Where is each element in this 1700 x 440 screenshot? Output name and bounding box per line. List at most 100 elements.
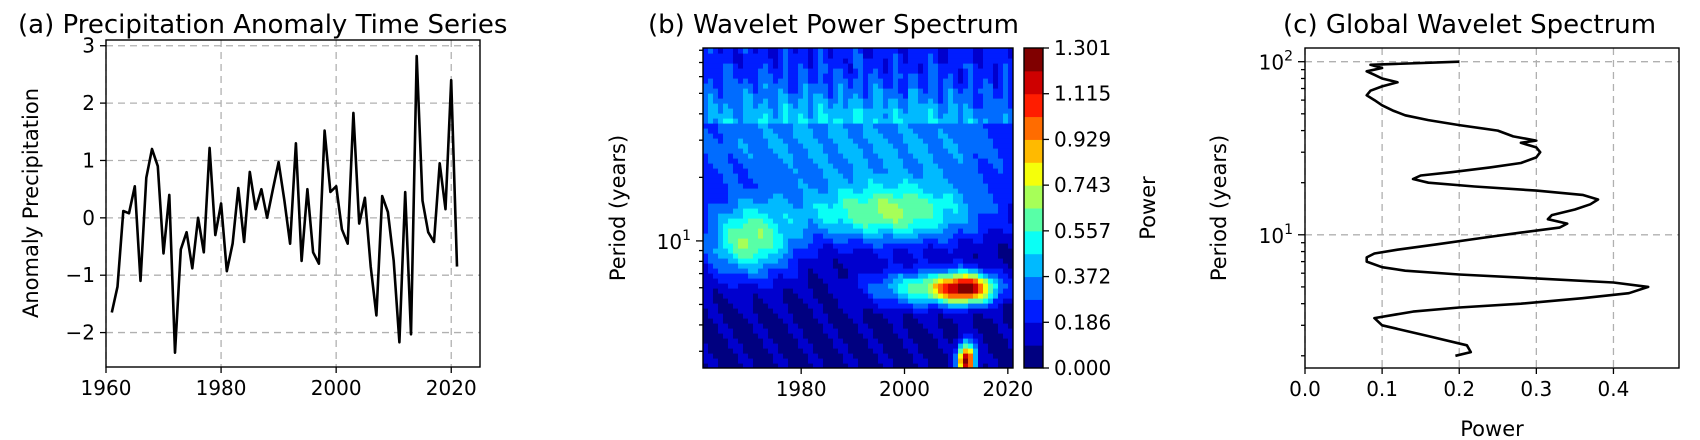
panel-b-heat-cell [1003,123,1009,129]
panel-b-heat-cell [718,273,724,279]
panel-b-heat-cell [968,303,974,309]
panel-b-heat-cell [778,203,784,209]
panel-b-heat-cell [778,83,784,89]
panel-b-heat-cell [763,263,769,269]
panel-b-heat-cell [788,88,794,94]
panel-b-heat-cell [958,313,964,319]
panel-b-heat-cell [868,228,874,234]
panel-b-heat-cell [863,133,869,139]
panel-b-heat-cell [743,193,749,199]
panel-b-heat-cell [743,128,749,134]
panel-b-heat-cell [768,63,774,69]
panel-b-heat-cell [883,148,889,154]
panel-b-heat-cell [833,78,839,84]
panel-b-heat-cell [858,63,864,69]
panel-b-heat-cell [878,338,884,344]
panel-b-heat-cell [908,303,914,309]
panel-b-heat-cell [998,223,1004,229]
panel-b-heat-cell [858,78,864,84]
panel-b-heat-cell [793,53,799,59]
panel-b-heat-cell [783,173,789,179]
panel-b-heat-cell [958,93,964,99]
panel-b-heat-cell [948,83,954,89]
panel-b-heat-cell [1003,263,1009,269]
panel-b-heat-cell [863,258,869,264]
panel-b-heat-cell [748,118,754,124]
panel-b-heat-cell [1003,243,1009,249]
panel-b-heat-cell [898,63,904,69]
panel-b-heat-cell [903,68,909,74]
panel-b-heat-cell [903,318,909,324]
panel-b-heat-cell [1003,63,1009,69]
panel-b-heat-cell [938,213,944,219]
panel-b-heat-cell [828,288,834,294]
panel-b-heat-cell [723,148,729,154]
panel-b-heat-cell [823,273,829,279]
panel-b-heat-cell [858,353,864,359]
panel-b-heat-cell [958,103,964,109]
panel-b-heat-cell [713,363,719,368]
panel-b-heat-cell [813,263,819,269]
panel-b-heat-cell [848,133,854,139]
panel-b-heat-cell [938,268,944,274]
panel-b-heat-cell [793,268,799,274]
panel-b-heat-cell [918,73,924,79]
panel-b-heat-cell [713,288,719,294]
panel-b-heat-cell [748,253,754,259]
panel-b-heat-cell [813,68,819,74]
panel-b-heat-cell [948,358,954,364]
panel-b-heat-cell [873,268,879,274]
panel-b-heat-cell [758,233,764,239]
panel-b-heat-cell [1003,138,1009,144]
panel-b-heat-cell [938,223,944,229]
panel-b-heat-cell [1003,303,1009,309]
panel-b-heat-cell [988,348,994,354]
panel-b-heat-cell [1008,338,1013,344]
panel-b-heat-cell [953,153,959,159]
panel-b-heat-cell [958,98,964,104]
panel-b-heat-cell [938,338,944,344]
panel-b-heat-cell [908,283,914,289]
panel-b-heat-cell [998,358,1004,364]
panel-b-heat-cell [993,193,999,199]
panel-b-heat-cell [913,223,919,229]
panel-b-heat-cell [818,353,824,359]
panel-b-heat-cell [953,193,959,199]
panel-b-heat-cell [953,348,959,354]
panel-b-heat-cell [713,148,719,154]
panel-b-colorbar-band [1024,299,1043,323]
panel-b-heat-cell [898,318,904,324]
panel-b-heat-cell [768,133,774,139]
panel-b-heat-cell [908,58,914,64]
panel-b-heat-cell [828,283,834,289]
panel-b-heat-cell [783,118,789,124]
panel-b-heat-cell [758,358,764,364]
panel-b-heat-cell [813,348,819,354]
panel-b-heat-cell [738,163,744,169]
panel-b-heat-cell [893,78,899,84]
panel-b-heat-cell [858,263,864,269]
panel-b-heat-cell [723,268,729,274]
panel-b-heat-cell [908,163,914,169]
panel-b-colorbar-band [1024,253,1043,278]
panel-b-heat-cell [813,168,819,174]
panel-b-heat-cell [798,253,804,259]
panel-b-heat-cell [948,348,954,354]
panel-b-heat-cell [823,133,829,139]
panel-b-heat-cell [713,48,719,54]
panel-b-heat-cell [863,53,869,59]
panel-b-heat-cell [953,363,959,368]
panel-b-heat-cell [773,198,779,204]
panel-b-heat-cell [838,308,844,314]
panel-b-heat-cell [948,258,954,264]
panel-b-heat-cell [978,308,984,314]
panel-b-heat-cell [868,343,874,349]
panel-b-heat-cell [988,173,994,179]
panel-b-heat-cell [793,83,799,89]
panel-b-heat-cell [938,73,944,79]
panel-b-heat-cell [728,93,734,99]
panel-b-heat-cell [723,223,729,229]
panel-b-heat-cell [993,233,999,239]
panel-b-heat-cell [843,168,849,174]
panel-b-heat-cell [773,53,779,59]
